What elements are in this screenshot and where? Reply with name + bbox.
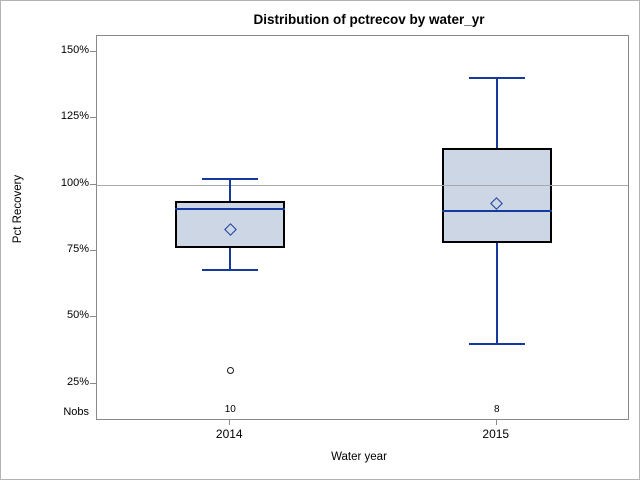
median-line: [175, 207, 286, 210]
y-tick-label: 50%: [66, 309, 89, 322]
upper-whisker: [495, 78, 498, 148]
upper-whisker: [229, 179, 232, 201]
nobs-value: 8: [493, 404, 500, 415]
chart-title: Distribution of pctrecov by water_yr: [253, 12, 485, 27]
y-tick-label: 75%: [66, 243, 89, 256]
y-tick-mark: [90, 250, 96, 252]
y-tick-label: 125%: [60, 110, 89, 123]
x-axis-label: Water year: [331, 451, 387, 463]
y-tick-mark: [90, 382, 96, 384]
outlier-point: [226, 367, 234, 375]
y-tick-label: 25%: [66, 375, 89, 388]
y-tick-label: 100%: [60, 176, 89, 189]
y-tick-mark: [90, 183, 96, 185]
lower-whisker: [495, 243, 498, 344]
upper-whisker-cap: [202, 178, 259, 181]
box-2015: [441, 147, 552, 244]
x-tick-label: 2014: [215, 427, 243, 441]
median-line: [441, 210, 552, 213]
y-axis-label: Pct Recovery: [12, 174, 24, 244]
y-tick-mark: [90, 50, 96, 52]
x-tick-label: 2015: [482, 427, 510, 441]
reference-line: [97, 184, 628, 186]
y-tick-label: 150%: [60, 43, 89, 56]
lower-whisker-cap: [468, 343, 525, 345]
nobs-row-label: Nobs: [63, 406, 89, 418]
plot-area: 10 8: [96, 35, 629, 420]
y-tick-mark: [90, 316, 96, 318]
x-tick-mark: [229, 420, 231, 425]
lower-whisker-cap: [202, 268, 259, 271]
x-tick-mark: [495, 420, 497, 425]
upper-whisker-cap: [468, 77, 525, 80]
y-tick-mark: [90, 117, 96, 119]
lower-whisker: [229, 248, 232, 270]
nobs-value: 10: [224, 404, 236, 415]
